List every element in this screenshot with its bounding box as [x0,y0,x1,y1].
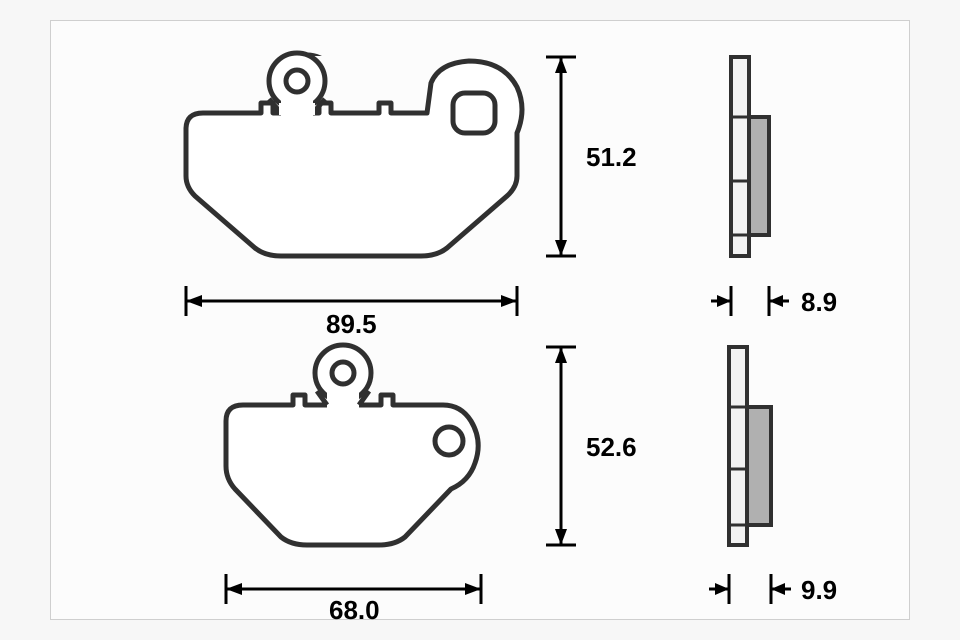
top-pad-front-view [176,53,526,261]
bottom-width-dimension: 68.0 [226,574,481,621]
technical-drawing-svg: 51.2 89.5 8.9 [51,21,911,621]
bottom-pad-front-view [226,345,478,545]
top-pad-right-hole [453,93,495,133]
top-width-label: 89.5 [326,309,377,339]
bottom-thickness-dimension: 9.9 [709,574,837,605]
top-height-dimension: 51.2 [546,57,637,256]
top-pad-lug-hole [286,70,308,92]
bottom-height-label: 52.6 [586,432,637,462]
bottom-height-dimension: 52.6 [546,347,637,545]
top-thickness-dimension: 8.9 [711,286,837,317]
bottom-thickness-label: 9.9 [801,575,837,605]
top-height-label: 51.2 [586,142,637,172]
top-width-dimension: 89.5 [186,286,517,339]
bottom-pad-side-view [729,347,771,545]
top-pad-side-view [731,57,769,256]
bottom-pad-body [226,395,478,545]
top-thickness-label: 8.9 [801,287,837,317]
bottom-pad-right-hole [435,427,463,455]
bottom-pad-lug-hole [332,362,354,384]
drawing-canvas: 51.2 89.5 8.9 [50,20,910,620]
bottom-width-label: 68.0 [329,595,380,621]
